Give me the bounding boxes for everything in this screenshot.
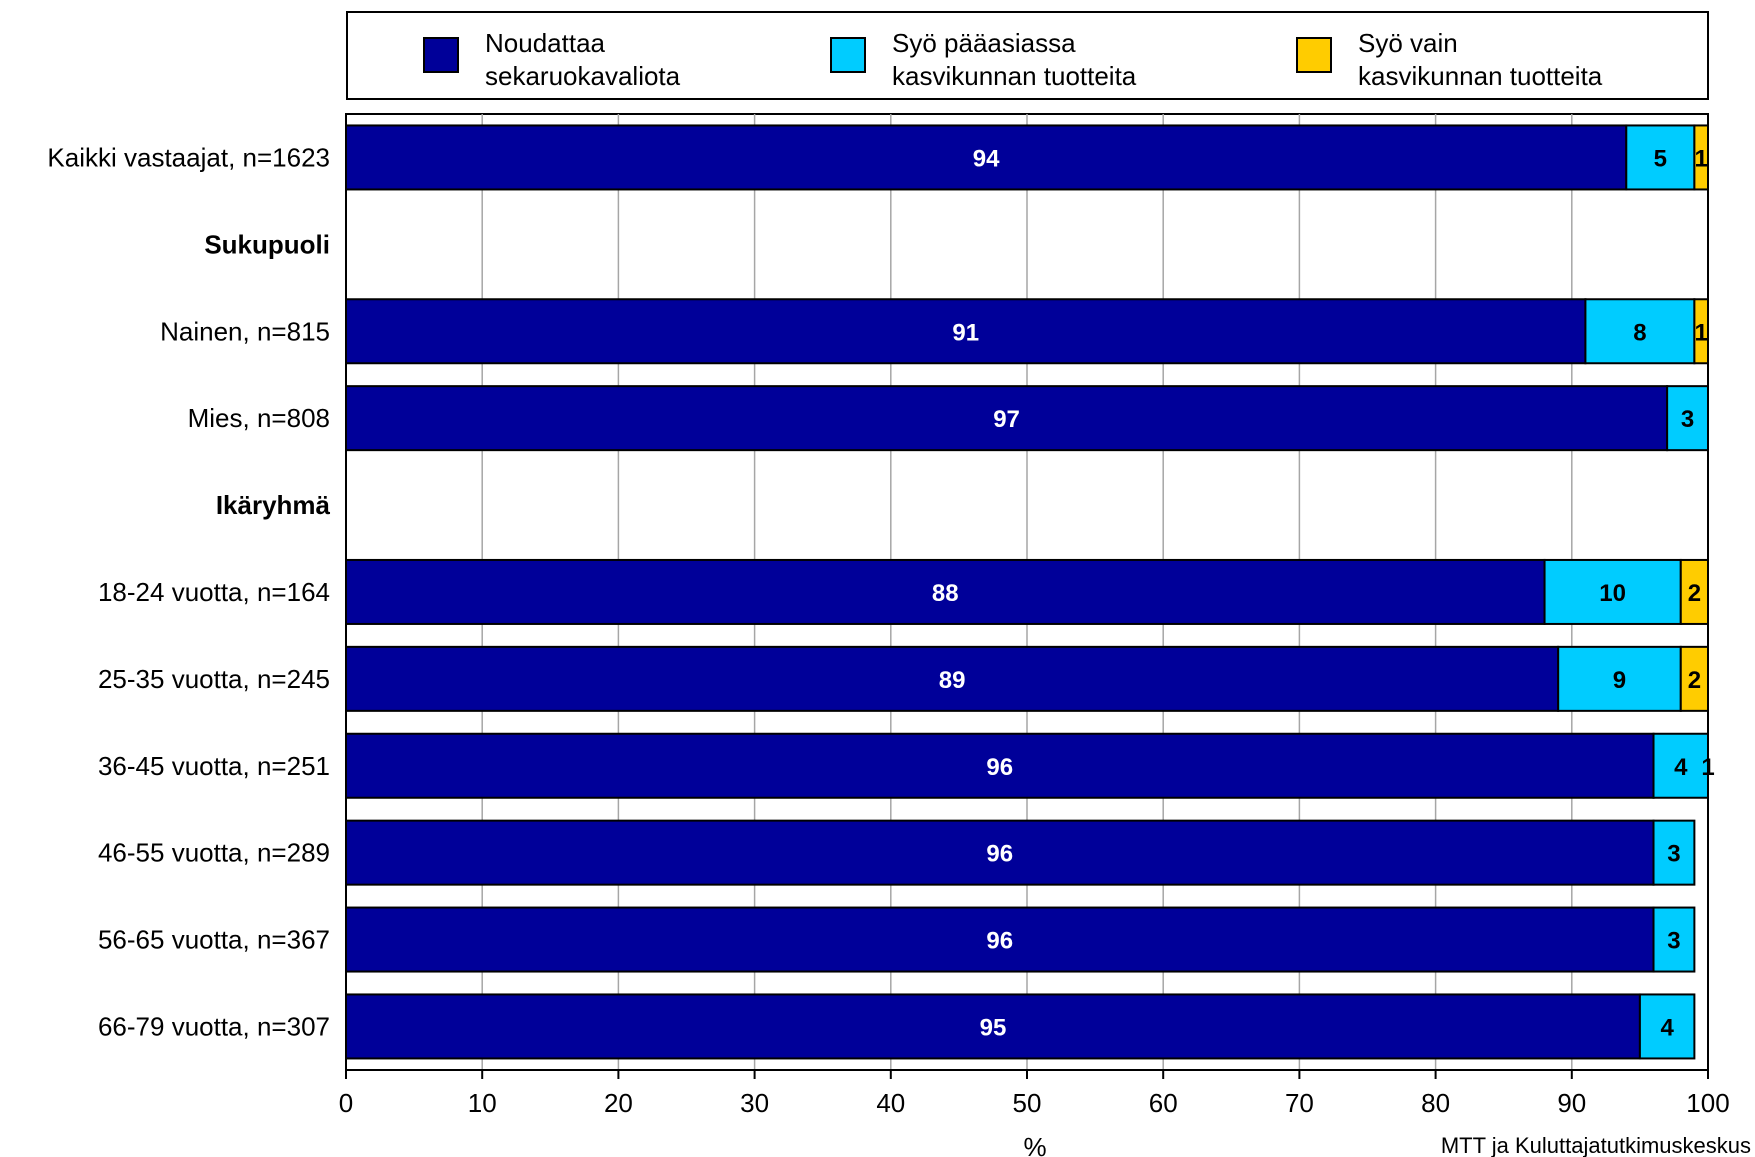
legend-swatch-3 <box>1296 37 1332 73</box>
bar-segment-2 <box>1652 906 1696 973</box>
legend-swatch-2 <box>830 37 866 73</box>
bar-value-label: 9 <box>1613 667 1626 694</box>
category-label: 46-55 vuotta, n=289 <box>98 838 330 868</box>
legend-label-1-line-2: sekaruokavaliota <box>485 61 681 91</box>
bar-value-label: 2 <box>1688 667 1701 694</box>
bars: 94 5 191 8 197 388 10 289 9 296 4 196 396 395 4 <box>345 124 1715 1060</box>
bar-segment-3 <box>1693 124 1710 191</box>
bar-value-label: 1 <box>1701 754 1714 781</box>
bar-value-label: 1 <box>1695 145 1708 172</box>
legend-label-2-line-1: Syö pääasiassa <box>892 28 1076 58</box>
category-label: Mies, n=808 <box>188 403 330 433</box>
group-header-label: Sukupuoli <box>204 229 330 259</box>
x-tick-label-10: 10 <box>468 1088 497 1118</box>
bar-value-label: 96 <box>986 754 1013 781</box>
category-label: 36-45 vuotta, n=251 <box>98 751 330 781</box>
bar-value-label: 91 <box>952 319 979 346</box>
bar-segment-3 <box>1679 645 1710 712</box>
legend-label-1-line-1: Noudattaa <box>485 28 606 58</box>
bar-segment-1 <box>345 385 1669 452</box>
category-label: 18-24 vuotta, n=164 <box>98 577 330 607</box>
bar-value-label: 4 <box>1674 754 1688 781</box>
bar-value-label: 96 <box>986 841 1013 868</box>
bar-value-label: 89 <box>939 667 966 694</box>
bar-segment-1 <box>345 732 1655 799</box>
bar-segment-1 <box>345 124 1628 191</box>
x-axis-title: % <box>1023 1132 1046 1157</box>
bar-value-label: 3 <box>1667 841 1680 868</box>
x-tick-label-90: 90 <box>1557 1088 1586 1118</box>
bar-segment-1 <box>345 645 1560 712</box>
bar-value-label: 8 <box>1633 319 1646 346</box>
bar-segment-3 <box>1679 558 1710 625</box>
x-tick-label-40: 40 <box>876 1088 905 1118</box>
category-label: Kaikki vastaajat, n=1623 <box>47 142 330 172</box>
group-header-label: Ikäryhmä <box>216 490 331 520</box>
bar-segment-1 <box>345 993 1641 1060</box>
bar-segment-3 <box>1693 298 1710 365</box>
bar-value-label: 97 <box>993 406 1020 433</box>
bar-value-label: 2 <box>1688 580 1701 607</box>
bar-segment-2 <box>1666 385 1710 452</box>
bar-value-label: 4 <box>1660 1014 1674 1041</box>
bar-value-label: 3 <box>1681 406 1694 433</box>
bar-value-label: 96 <box>986 928 1013 955</box>
category-label: 25-35 vuotta, n=245 <box>98 664 330 694</box>
category-label: Nainen, n=815 <box>160 316 330 346</box>
bar-segment-1 <box>345 558 1546 625</box>
x-tick-label-20: 20 <box>604 1088 633 1118</box>
bar-value-label: 5 <box>1654 145 1667 172</box>
x-tick-label-60: 60 <box>1149 1088 1178 1118</box>
bar-segment-1 <box>345 906 1655 973</box>
bar-segment-2 <box>1625 124 1696 191</box>
x-tick-label-30: 30 <box>740 1088 769 1118</box>
legend-swatch-1 <box>423 37 459 73</box>
bar-value-label: 3 <box>1667 928 1680 955</box>
bar-value-label: 1 <box>1695 319 1708 346</box>
bar-value-label: 94 <box>973 145 1000 172</box>
legend-label-3-line-2: kasvikunnan tuotteita <box>1358 61 1603 91</box>
category-labels: Kaikki vastaajat, n=1623 Sukupuoli Nainen,… <box>47 142 330 1041</box>
x-tick-label-100: 100 <box>1686 1088 1729 1118</box>
bar-segment-2 <box>1584 298 1696 365</box>
legend-label-2-line-2: kasvikunnan tuotteita <box>892 61 1137 91</box>
bar-value-label: 88 <box>932 580 959 607</box>
bar-segment-2 <box>1557 645 1682 712</box>
category-label: 56-65 vuotta, n=367 <box>98 925 330 955</box>
bar-value-label: 10 <box>1599 580 1626 607</box>
source-note: MTT ja Kuluttajatutkimuskeskus <box>1441 1133 1751 1157</box>
x-tick-label-0: 0 <box>339 1088 353 1118</box>
legend-label-3-line-1: Syö vain <box>1358 28 1458 58</box>
bar-segment-2 <box>1652 819 1696 886</box>
category-label: 66-79 vuotta, n=307 <box>98 1011 330 1041</box>
bar-segment-2 <box>1652 732 1710 799</box>
x-axis: 0 10 20 30 40 50 60 70 80 90 100 <box>339 1069 1730 1118</box>
bar-value-label: 95 <box>980 1014 1007 1041</box>
x-tick-label-50: 50 <box>1013 1088 1042 1118</box>
bar-segment-2 <box>1638 993 1696 1060</box>
legend-box <box>346 11 1709 100</box>
x-tick-label-80: 80 <box>1421 1088 1450 1118</box>
x-tick-label-70: 70 <box>1285 1088 1314 1118</box>
